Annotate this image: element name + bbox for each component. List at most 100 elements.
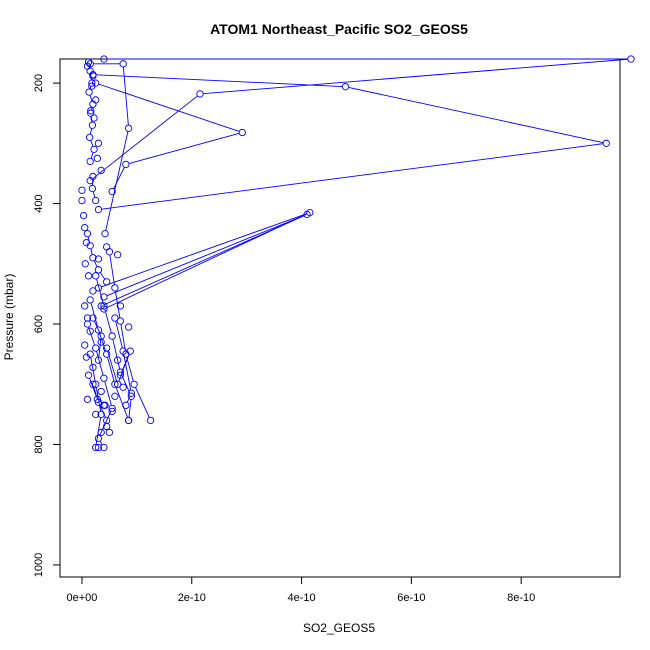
data-point [100,293,108,301]
data-point [90,145,98,153]
series-segment [103,215,305,306]
data-point [97,166,105,175]
data-point [127,392,136,400]
data-point [94,255,103,263]
series-segment [88,326,96,346]
y-tick-label: 800 [33,435,45,453]
series-segment [113,167,125,189]
data-point [83,395,92,403]
data-point [126,347,134,355]
series-segment [92,95,198,180]
data-point [111,380,119,388]
series-layer [87,58,628,445]
data-point [83,314,92,322]
data-point [103,344,111,352]
series-segment [92,191,96,198]
data-point [78,196,86,205]
data-point [86,296,94,304]
series-segment [126,357,134,382]
data-point [196,90,204,98]
data-point [86,327,94,335]
data-point [97,302,105,310]
data-point [94,284,103,292]
data-point [103,278,111,286]
data-point [88,79,96,87]
series-segment [135,386,150,418]
data-point [94,434,103,443]
data-point [341,83,350,91]
data-point [88,82,96,90]
data-point [124,323,133,331]
data-point [92,272,100,280]
data-point [238,128,246,137]
series-segment [90,140,94,147]
data-point [127,389,136,397]
data-point [111,314,119,322]
series-segment [115,320,123,349]
series-segment [98,83,240,132]
series-segment [104,308,112,334]
series-segment [90,357,96,382]
data-point [84,58,93,66]
data-point [103,243,111,251]
data-point [83,230,92,238]
data-point [92,410,100,419]
x-tick-label: 4e-10 [287,592,315,604]
data-point [86,157,94,166]
series-segment [90,152,94,159]
series-segment [121,374,131,394]
points-layer [78,55,635,452]
data-point [89,314,97,322]
data-point [88,121,97,129]
data-point [100,374,108,382]
series-segment [203,58,628,95]
data-point [94,443,103,452]
data-point [85,88,93,96]
data-point [94,266,103,274]
series-segment [99,332,107,352]
data-point [100,302,108,310]
data-point [94,398,103,406]
data-point [90,114,98,122]
series-segment [104,381,112,406]
data-point [119,383,127,391]
x-axis-label: SO2_GEOS5 [303,621,375,635]
series-segment [348,86,604,144]
data-point [100,443,108,452]
series-segment [123,354,132,391]
data-point [108,187,116,196]
data-point [101,230,109,238]
data-point [124,416,133,425]
x-axis: 0e+00 2e-10 4e-10 6e-10 8e-10 [67,576,535,604]
series-segment [89,95,93,102]
data-point [116,302,125,310]
x-tick-label: 6e-10 [397,592,425,604]
series-segment [107,357,115,382]
series-segment [90,248,93,255]
data-point [87,109,95,117]
data-point [116,368,125,376]
data-point [81,341,89,349]
data-point [130,380,138,388]
data-point [94,356,103,364]
data-point [105,248,114,256]
chart-title: ATOM1 Northeast_Pacific SO2_GEOS5 [210,21,468,37]
series-segment [115,387,128,418]
x-tick-label: 8e-10 [507,592,535,604]
data-point [113,356,122,364]
series-segment [101,143,604,210]
data-point [81,224,89,232]
data-point [79,211,88,220]
data-point [89,287,97,295]
data-point [84,272,93,280]
data-point [97,428,105,437]
series-segment [93,387,98,400]
data-point [87,107,95,115]
x-tick-label: 2e-10 [178,592,206,604]
data-point [85,133,94,141]
data-point [627,55,635,63]
series-segment [120,324,126,352]
data-point [89,380,97,388]
data-point [83,320,92,328]
data-point [303,210,311,219]
